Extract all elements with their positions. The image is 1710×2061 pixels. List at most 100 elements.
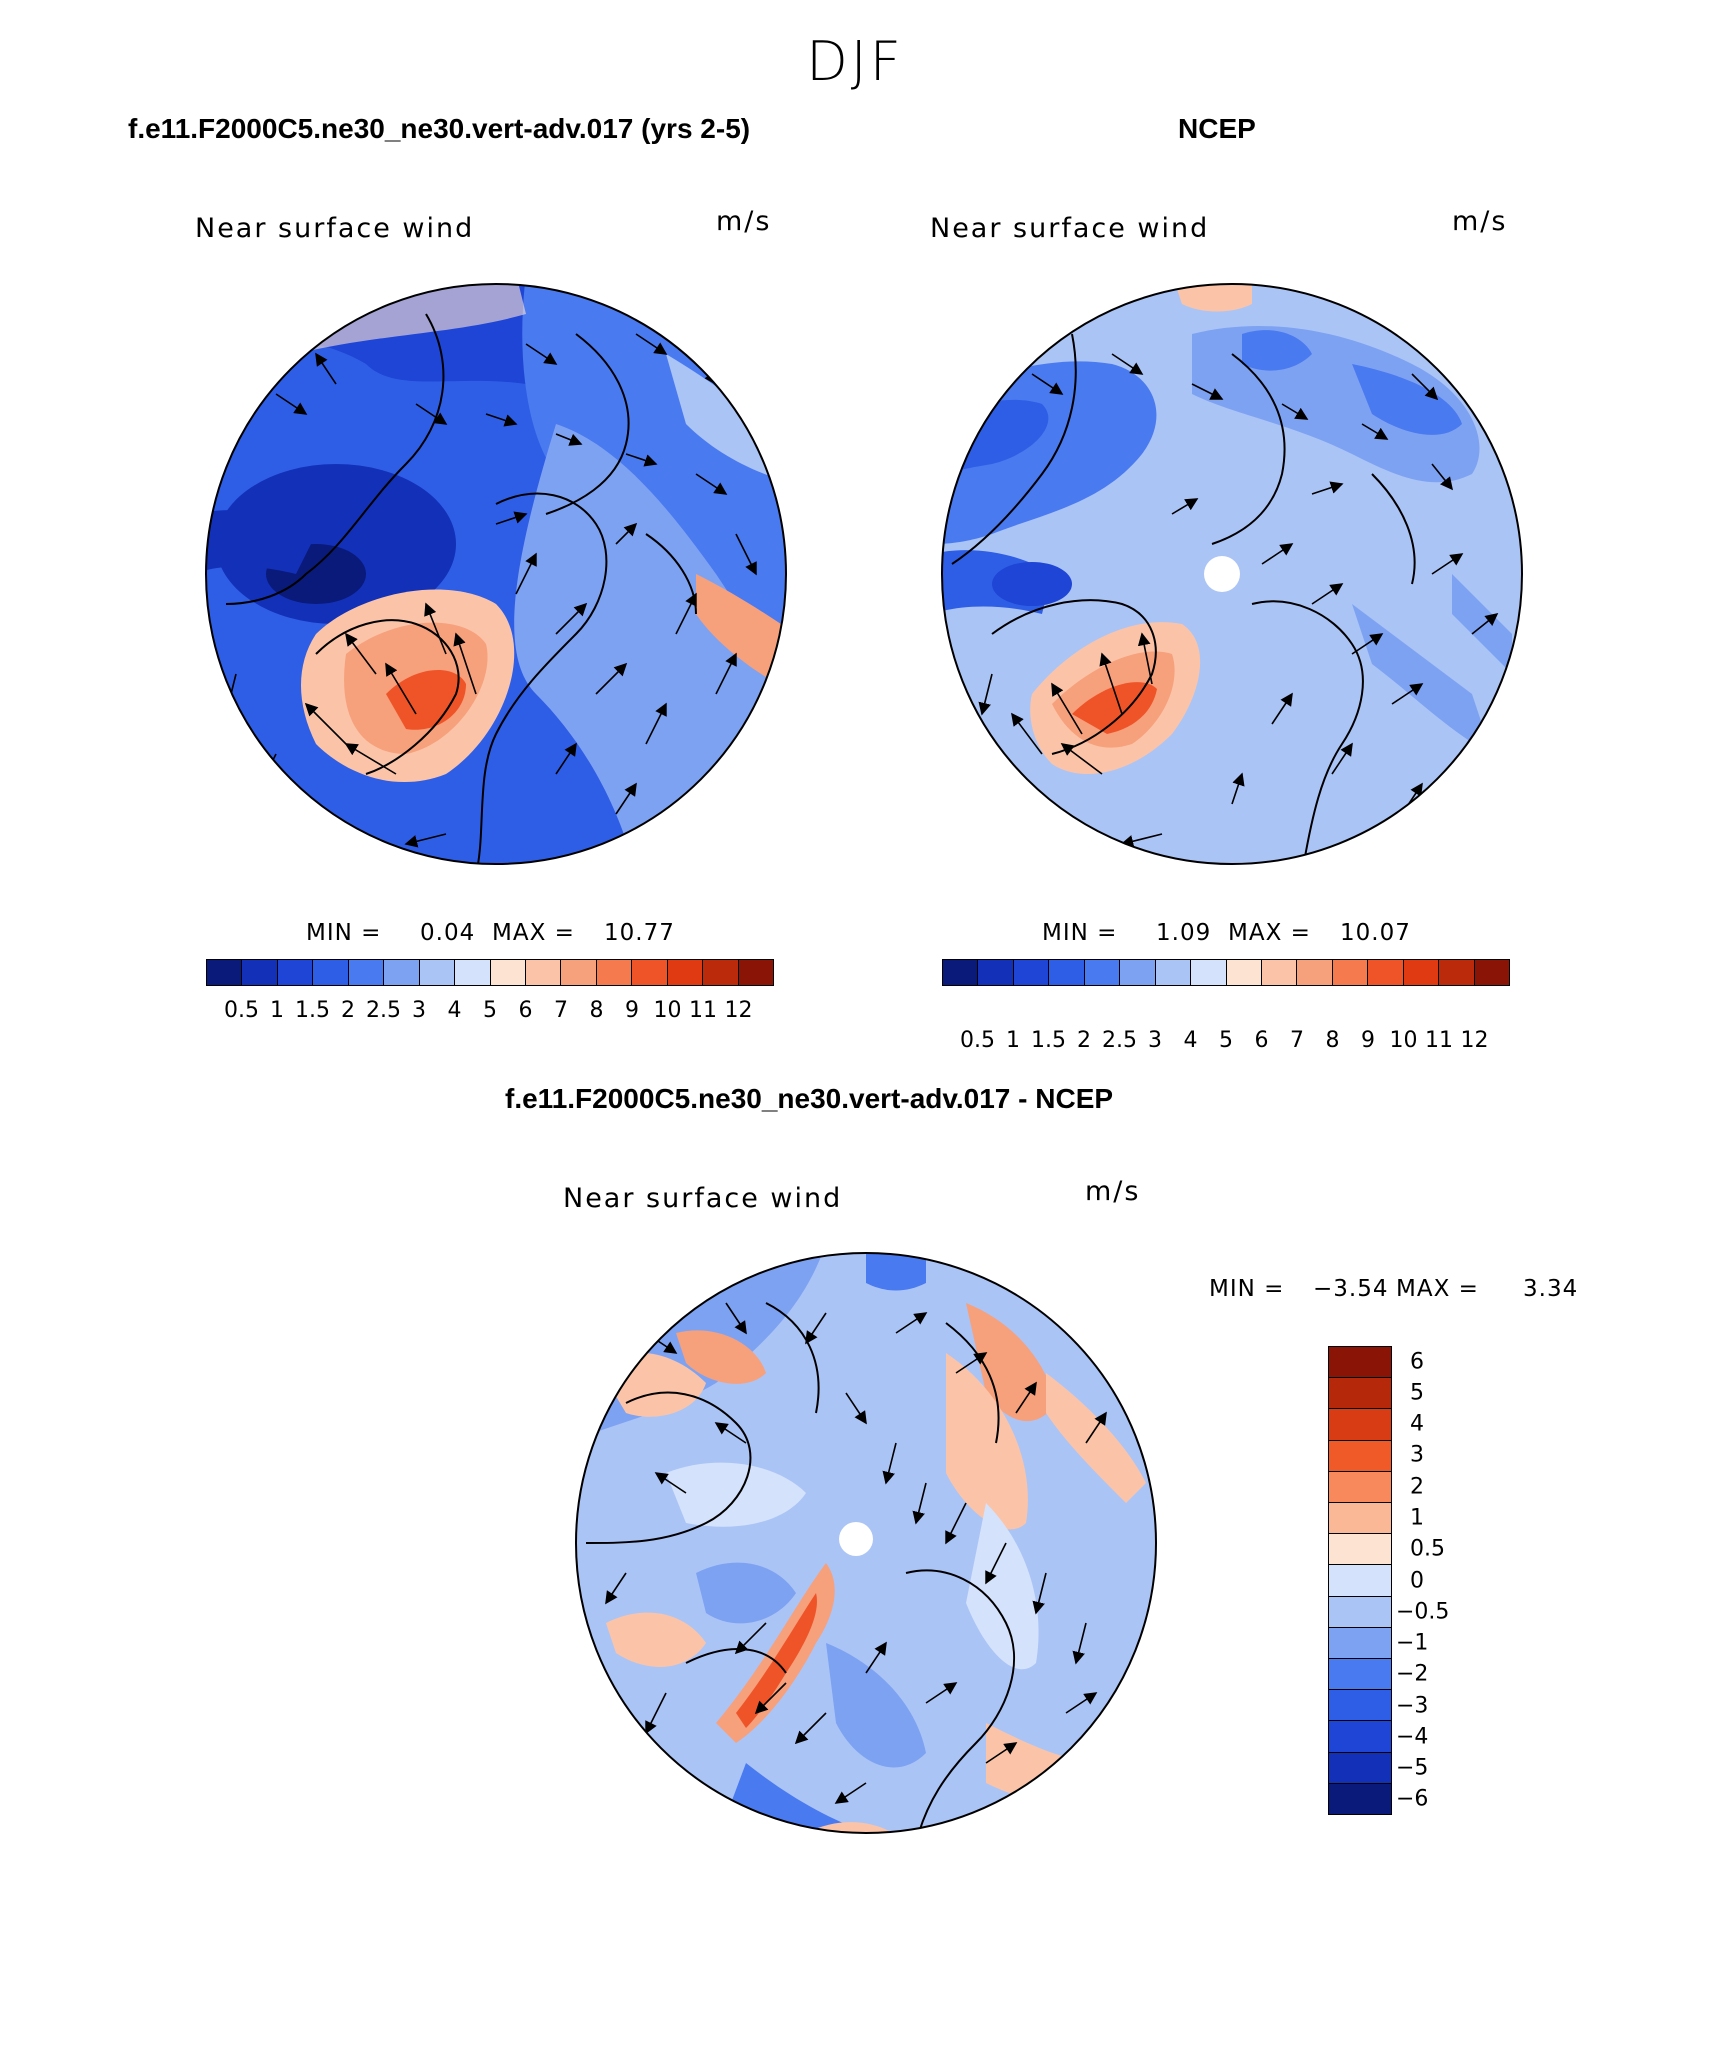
panel-obs-colorbar-labels: 0.5 1 1.5 2 2.5 3 4 5 6 7 8 9 10 11 12	[942, 1028, 1510, 1058]
panel-obs-colorbar-swatch	[1155, 960, 1192, 985]
panel-model-colorbar-swatch	[703, 960, 739, 985]
panel-diff-colorbar-swatch	[1329, 1378, 1391, 1410]
panel-obs-colorbar-swatch	[1332, 960, 1369, 985]
panel-model-colorbar-tick-label: 6	[518, 998, 533, 1023]
panel-obs-colorbar-swatch	[1297, 960, 1333, 985]
panel-model-colorbar-swatch	[313, 960, 349, 985]
panel-obs-polar-map	[941, 283, 1523, 865]
panel-model-colorbar-tick-label: 8	[589, 998, 604, 1023]
panel-obs-min-label: MIN =	[1042, 920, 1118, 946]
panel-diff-max-label: MAX =	[1396, 1276, 1479, 1302]
panel-model-colorbar-labels: 0.5 1 1.5 2 2.5 3 4 5 6 7 8 9 10 11 12	[206, 998, 774, 1028]
panel-model-colorbar-swatch	[596, 960, 633, 985]
panel-model-min-value: 0.04	[420, 920, 476, 946]
panel-model-colorbar-tick-label: 9	[625, 998, 639, 1023]
panel-diff-colorbar-swatch	[1329, 1565, 1391, 1597]
panel-model-colorbar-tick-label: 0.5	[224, 998, 259, 1023]
panel-diff-colorbar-swatch	[1329, 1503, 1391, 1535]
panel-diff-colorbar-tick-label: 6	[1410, 1349, 1424, 1375]
panel-model-max-value: 10.77	[604, 920, 675, 946]
panel-obs-colorbar-swatch	[1403, 960, 1440, 985]
panel-obs-colorbar-swatch	[1191, 960, 1227, 985]
panel-model-colorbar-swatch	[455, 960, 491, 985]
panel-obs-title: NCEP	[1178, 113, 1256, 144]
panel-model-colorbar-swatch	[525, 960, 562, 985]
panel-diff-max-value: 3.34	[1523, 1276, 1579, 1302]
panel-obs-colorbar-swatch	[1261, 960, 1298, 985]
panel-diff-units-label: m/s	[1085, 1176, 1141, 1207]
panel-diff-colorbar-swatch	[1329, 1690, 1391, 1722]
panel-obs-colorbar-tick-label: 7	[1290, 1028, 1304, 1053]
panel-diff-colorbar-swatch	[1329, 1752, 1391, 1784]
panel-diff-colorbar-swatch	[1329, 1440, 1391, 1472]
panel-model-colorbar-tick-label: 12	[724, 998, 753, 1023]
panel-obs-colorbar-tick-label: 6	[1254, 1028, 1269, 1053]
panel-model-colorbar-swatch	[490, 960, 526, 985]
panel-model-colorbar-swatch	[561, 960, 597, 985]
panel-obs-variable-label: Near surface wind	[930, 213, 1210, 244]
panel-model-colorbar-swatch	[207, 960, 243, 985]
panel-model-min-label: MIN =	[306, 920, 382, 946]
panel-model-colorbar-tick-label: 2	[341, 998, 355, 1023]
panel-obs-colorbar	[942, 959, 1510, 986]
panel-obs-colorbar-tick-label: 5	[1219, 1028, 1233, 1053]
panel-model-colorbar-tick-label: 7	[554, 998, 568, 1023]
panel-obs-colorbar-swatch	[1013, 960, 1050, 985]
panel-obs-colorbar-swatch	[1084, 960, 1121, 985]
panel-diff-colorbar-tick-label: −6	[1396, 1786, 1429, 1812]
panel-model-colorbar-swatch	[632, 960, 668, 985]
panel-obs-colorbar-swatch	[1120, 960, 1156, 985]
panel-diff-colorbar-swatch	[1329, 1347, 1391, 1379]
panel-obs-colorbar-swatch	[978, 960, 1014, 985]
panel-model-colorbar-tick-label: 11	[689, 998, 717, 1023]
panel-diff-colorbar-tick-label: 0	[1410, 1568, 1424, 1593]
panel-diff-colorbar-tick-label: −0.5	[1396, 1599, 1450, 1625]
panel-model-colorbar-swatch	[348, 960, 385, 985]
season-title: DJF	[806, 30, 904, 93]
panel-model-colorbar-swatch	[242, 960, 278, 985]
panel-diff-colorbar-swatch	[1329, 1409, 1391, 1441]
panel-diff-colorbar-tick-label: −1	[1396, 1630, 1429, 1656]
panel-diff-colorbar-tick-label: 3	[1410, 1442, 1424, 1468]
panel-diff-colorbar-tick-label: 4	[1410, 1411, 1424, 1437]
panel-diff-colorbar-tick-label: −4	[1396, 1724, 1429, 1750]
panel-model-colorbar-tick-label: 4	[447, 998, 462, 1023]
panel-diff-colorbar-tick-label: 1	[1410, 1505, 1424, 1531]
panel-obs-colorbar-tick-label: 10	[1389, 1028, 1418, 1053]
panel-model-colorbar-swatch	[667, 960, 704, 985]
panel-obs-colorbar-swatch	[1049, 960, 1085, 985]
panel-diff-colorbar-tick-label: 5	[1410, 1380, 1424, 1406]
panel-diff-colorbar-swatch	[1329, 1627, 1391, 1660]
panel-obs-colorbar-tick-label: 2.5	[1102, 1028, 1137, 1053]
panel-model-polar-map	[205, 283, 787, 865]
panel-model-colorbar-tick-label: 3	[412, 998, 426, 1023]
panel-model-variable-label: Near surface wind	[195, 213, 475, 244]
panel-model-title: f.e11.F2000C5.ne30_ne30.vert-adv.017 (yr…	[128, 113, 751, 144]
panel-diff-colorbar-tick-label: 2	[1410, 1474, 1424, 1500]
panel-diff-colorbar-swatch	[1329, 1659, 1391, 1691]
panel-obs-max-value: 10.07	[1340, 920, 1411, 946]
panel-diff-colorbar-tick-label: −2	[1396, 1661, 1429, 1687]
panel-model-colorbar-tick-label: 5	[483, 998, 497, 1023]
panel-diff-min-label: MIN =	[1209, 1276, 1285, 1302]
panel-obs-colorbar-tick-label: 1.5	[1031, 1028, 1066, 1053]
panel-obs-colorbar-swatch	[1474, 960, 1509, 985]
panel-obs-max-label: MAX =	[1228, 920, 1311, 946]
panel-model-colorbar-tick-label: 1	[270, 998, 284, 1023]
panel-model-colorbar	[206, 959, 774, 986]
panel-diff-colorbar-swatch	[1329, 1596, 1391, 1628]
panel-diff-colorbar-tick-label: −3	[1396, 1693, 1429, 1719]
panel-diff-colorbar-tick-label: −5	[1396, 1755, 1429, 1781]
panel-diff-colorbar	[1328, 1346, 1392, 1815]
panel-obs-colorbar-tick-label: 8	[1325, 1028, 1340, 1053]
panel-obs-colorbar-tick-label: 12	[1460, 1028, 1489, 1053]
panel-model-colorbar-swatch	[738, 960, 773, 985]
panel-obs-colorbar-swatch	[1226, 960, 1262, 985]
panel-diff-colorbar-swatch	[1329, 1783, 1391, 1815]
panel-model-max-label: MAX =	[492, 920, 575, 946]
panel-diff-colorbar-swatch	[1329, 1471, 1391, 1504]
panel-diff-min-value: −3.54	[1313, 1276, 1389, 1302]
panel-obs-colorbar-tick-label: 1	[1006, 1028, 1020, 1053]
panel-obs-units-label: m/s	[1452, 206, 1508, 237]
panel-obs-colorbar-tick-label: 4	[1183, 1028, 1198, 1053]
